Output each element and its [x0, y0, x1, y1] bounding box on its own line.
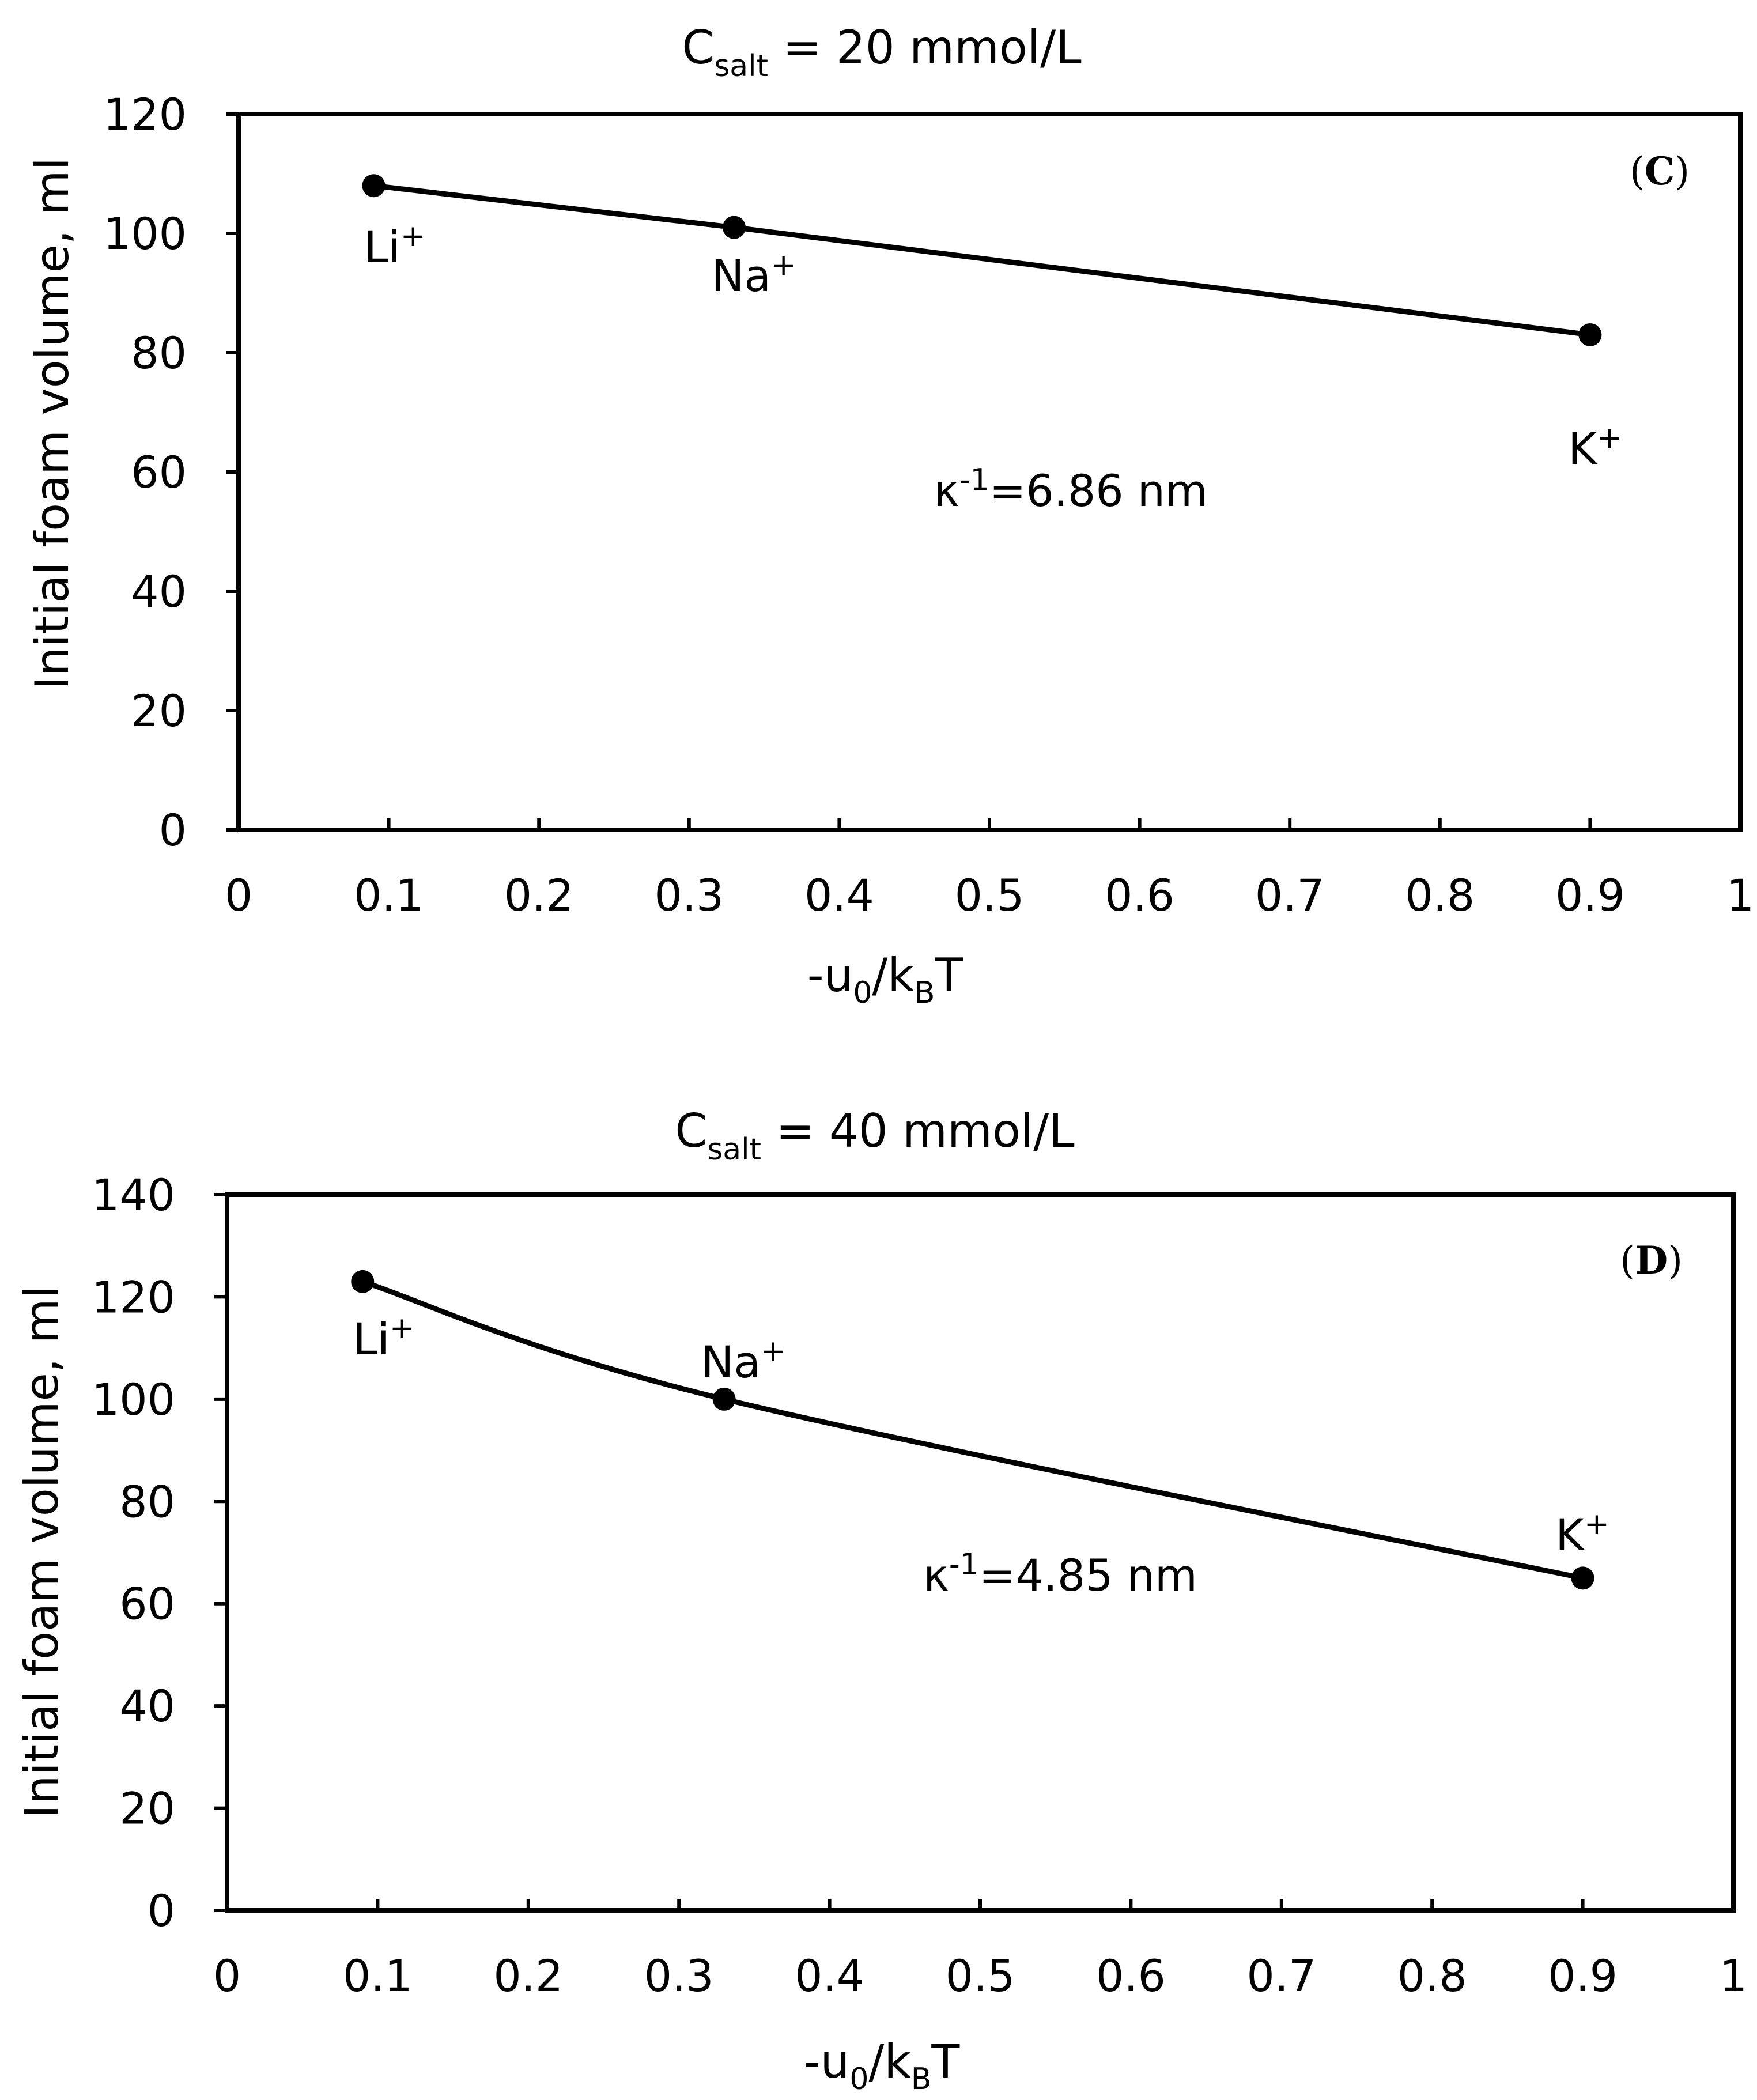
x-tick-label-d: 0.7 — [1246, 1950, 1316, 2001]
x-tick-label-d: 0.6 — [1096, 1950, 1166, 2001]
y-tick-label-c: 120 — [103, 89, 187, 140]
y-axis-title-c: Initial foam volume, ml — [25, 157, 79, 690]
point-label-k-d: K+ — [1555, 1507, 1609, 1561]
y-tick-label-c: 100 — [103, 208, 187, 259]
x-tick-label-d: 0.2 — [493, 1950, 563, 2001]
x-tick-label-c: 0 — [225, 870, 252, 921]
y-tick-label-d: 120 — [92, 1271, 175, 1323]
chart-title-d: Csalt = 40 mmol/L — [675, 1104, 1075, 1167]
series-line-c — [371, 183, 1593, 338]
x-tick-label-c: 0.2 — [504, 870, 574, 921]
point-label-k-c: K+ — [1568, 421, 1622, 474]
annotation-debye-length-c: κ-1=6.86 nm — [934, 463, 1208, 516]
point-label-na-d: Na+ — [701, 1334, 785, 1388]
x-tick-label-d: 0.9 — [1548, 1950, 1618, 2001]
x-tick-label-c: 0.6 — [1105, 870, 1174, 921]
y-tick-label-d: 60 — [119, 1578, 175, 1630]
chart-panel-d: Csalt = 40 mmol/L Initial foam volume, m… — [15, 1104, 1747, 2097]
series-line-d — [360, 1279, 1586, 1581]
y-tick-label-c: 40 — [131, 566, 187, 617]
data-point-na-d — [712, 1387, 736, 1411]
panel-label-d: (D) — [1620, 1238, 1683, 1283]
x-tick-label-d: 0.8 — [1397, 1950, 1467, 2001]
x-tick-label-d: 0.4 — [795, 1950, 864, 2001]
plot-area-d: 0 0.1 0.2 0.3 0.4 0.5 0.6 0.7 0.8 0.9 1 0 20 40 60 80 1… — [92, 1169, 1747, 2001]
y-axis-title-d: Initial foam volume, ml — [15, 1286, 69, 1818]
x-tick-label-c: 1 — [1726, 870, 1754, 921]
x-tick-label-c: 0.5 — [955, 870, 1025, 921]
y-tick-label-d: 40 — [119, 1680, 175, 1732]
x-tick-label-c: 0.1 — [354, 870, 424, 921]
panel-label-c: (C) — [1630, 149, 1690, 194]
chart-title-c: Csalt = 20 mmol/L — [682, 21, 1082, 84]
x-tick-label-d: 0.5 — [946, 1950, 1015, 2001]
data-point-k-d — [1571, 1566, 1594, 1590]
x-tick-label-d: 1 — [1720, 1950, 1747, 2001]
x-tick-label-d: 0.3 — [644, 1950, 714, 2001]
y-tick-label-d: 140 — [92, 1169, 175, 1221]
y-tick-label-d: 20 — [119, 1783, 175, 1834]
y-tick-label-d: 80 — [119, 1476, 175, 1527]
y-tick-label-c: 0 — [159, 805, 187, 856]
data-point-na-c — [722, 216, 746, 239]
x-axis-title-d: -u0/kBT — [804, 2035, 961, 2097]
x-tick-label-c: 0.7 — [1255, 870, 1325, 921]
point-label-li-c: Li+ — [364, 219, 425, 273]
plot-area-c: 0 0.1 0.2 0.3 0.4 0.5 0.6 0.7 0.8 0.9 1 0 20 40 60 80 1… — [103, 89, 1754, 921]
x-axis-title-c: -u0/kBT — [807, 949, 964, 1010]
data-point-li-d — [351, 1270, 375, 1293]
data-point-k-c — [1578, 323, 1602, 346]
y-tick-label-d: 0 — [148, 1885, 175, 1936]
y-tick-label-c: 60 — [131, 447, 187, 498]
x-tick-label-c: 0.9 — [1555, 870, 1625, 921]
x-tick-label-d: 0.1 — [343, 1950, 413, 2001]
data-point-li-c — [362, 174, 386, 198]
y-tick-label-c: 80 — [131, 327, 187, 379]
chart-panel-c: Csalt = 20 mmol/L Initial foam volume, m… — [25, 21, 1754, 1010]
point-label-li-d: Li+ — [353, 1311, 414, 1365]
x-tick-label-c: 0.3 — [654, 870, 724, 921]
x-tick-label-c: 0.8 — [1405, 870, 1475, 921]
point-label-na-c: Na+ — [711, 248, 796, 301]
y-tick-label-d: 100 — [92, 1374, 175, 1425]
y-tick-label-c: 20 — [131, 685, 187, 736]
x-tick-label-d: 0 — [213, 1950, 241, 2001]
annotation-debye-length-d: κ-1=4.85 nm — [923, 1547, 1197, 1601]
x-tick-label-c: 0.4 — [804, 870, 874, 921]
